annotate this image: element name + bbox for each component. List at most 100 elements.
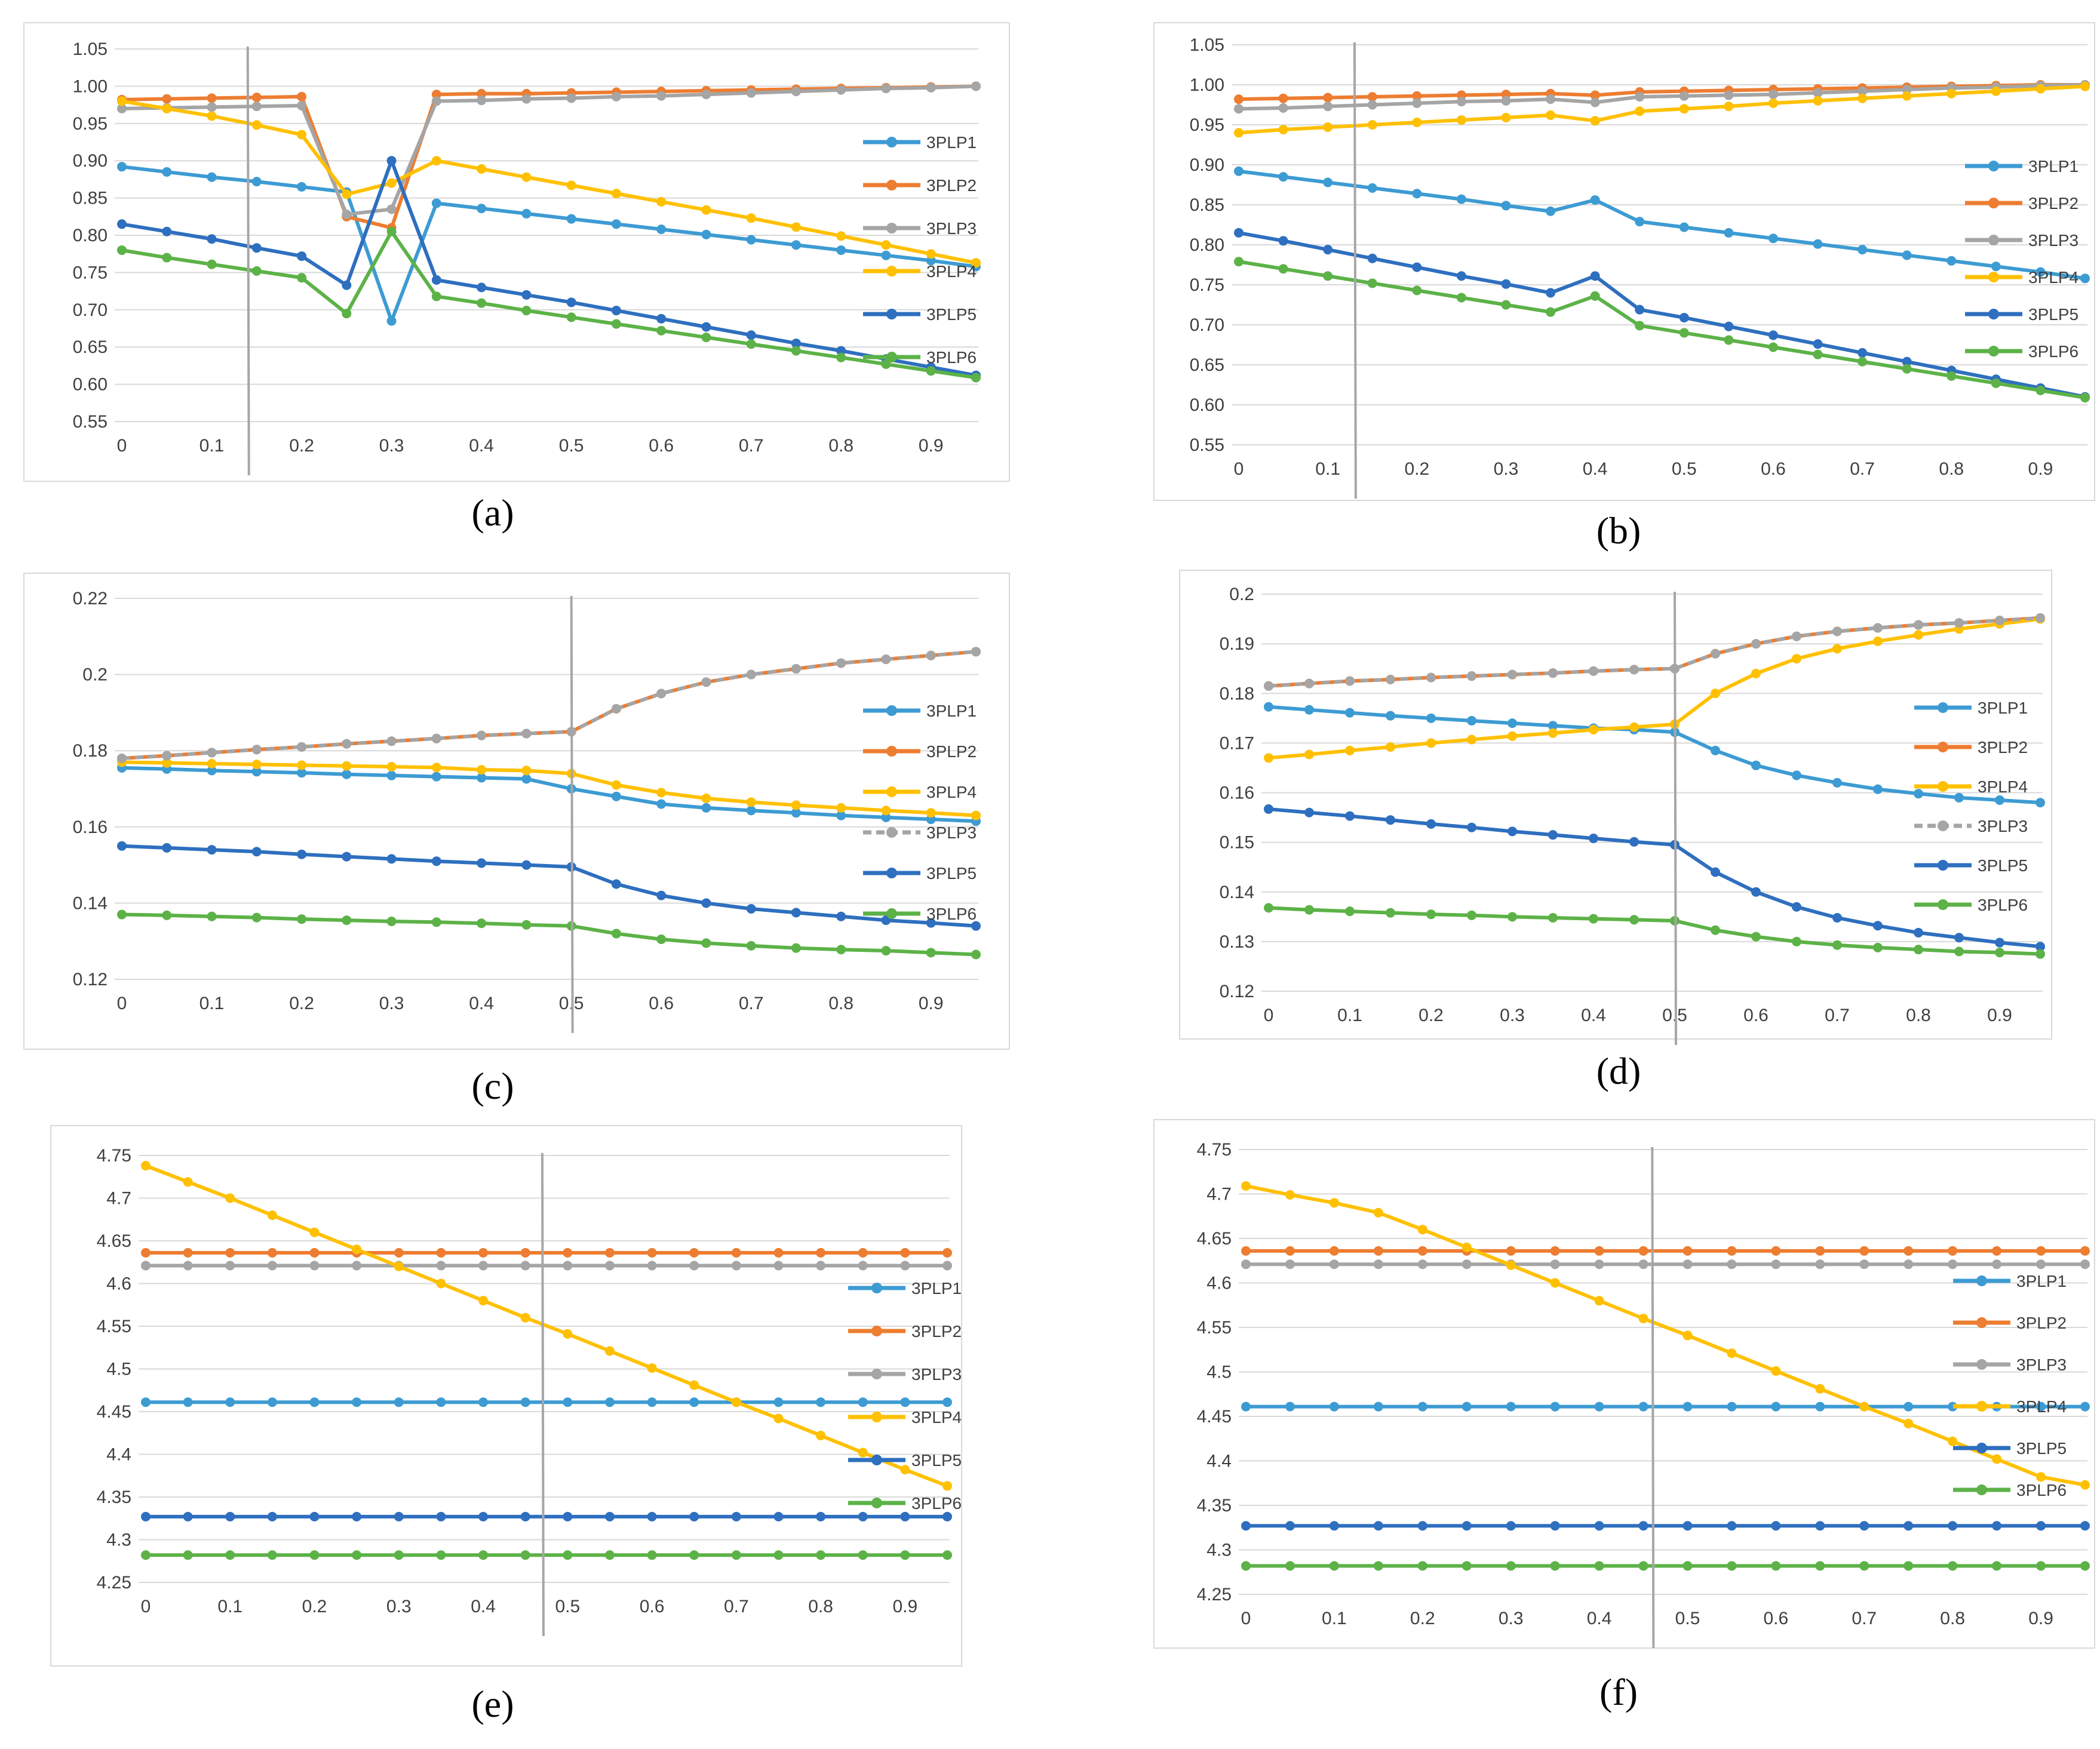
data-point xyxy=(1386,815,1395,825)
data-point xyxy=(478,1550,489,1560)
legend-label: 3PLP6 xyxy=(911,1494,962,1513)
legend-label: 3PLP6 xyxy=(926,905,977,923)
data-point xyxy=(521,920,532,930)
data-point xyxy=(520,1511,530,1521)
legend-label: 3PLP6 xyxy=(2028,342,2078,361)
data-point xyxy=(926,948,936,958)
data-point xyxy=(1948,1521,1958,1531)
x-tick-label: 0.3 xyxy=(1494,459,1519,479)
data-point xyxy=(297,768,307,778)
x-tick-label: 0.5 xyxy=(1672,459,1697,479)
data-point xyxy=(521,766,532,776)
data-point xyxy=(1345,676,1355,686)
data-point xyxy=(1546,110,1556,120)
data-point xyxy=(251,847,262,857)
data-point xyxy=(1992,1521,2002,1531)
data-point xyxy=(1412,98,1422,108)
x-tick-label: 0.9 xyxy=(919,436,944,456)
data-point xyxy=(1386,711,1395,721)
data-point xyxy=(1456,194,1466,204)
legend-label: 3PLP2 xyxy=(926,176,977,195)
data-point xyxy=(1590,291,1600,301)
data-point xyxy=(1386,908,1395,918)
data-point xyxy=(431,291,441,302)
data-point xyxy=(1903,1521,1914,1531)
legend-label: 3PLP5 xyxy=(926,864,977,883)
data-point xyxy=(1417,1521,1427,1531)
data-point xyxy=(297,273,307,283)
data-point xyxy=(1367,92,1377,102)
data-point xyxy=(746,339,756,349)
data-point xyxy=(1456,115,1466,125)
data-point xyxy=(1285,1259,1295,1270)
data-point xyxy=(1724,228,1734,238)
data-point xyxy=(1727,1259,1737,1270)
data-point xyxy=(900,1397,910,1407)
data-point xyxy=(207,172,217,182)
data-point xyxy=(478,1248,489,1258)
x-tick-label: 0.1 xyxy=(1322,1609,1347,1628)
data-point xyxy=(926,256,936,266)
data-point xyxy=(1902,364,1912,374)
data-point xyxy=(1278,172,1288,182)
chart-panel-e: 4.25 4.3 4.35 4.4 4.45 4.5 4.55 4.6 4.65 4.7 4.75 0… xyxy=(50,1125,962,1725)
data-point xyxy=(942,1397,952,1407)
legend-marker xyxy=(1988,161,1999,171)
data-point xyxy=(2035,949,2045,959)
x-tick-label: 0.9 xyxy=(1987,1006,2012,1025)
data-point xyxy=(791,240,801,250)
data-point xyxy=(477,204,487,214)
x-tick-label: 0 xyxy=(141,1597,151,1616)
data-point xyxy=(611,219,621,229)
legend-label: 3PLP1 xyxy=(1978,699,2028,717)
series-line-3plp5 xyxy=(1268,807,2041,949)
data-point xyxy=(731,1397,741,1407)
data-point xyxy=(1724,90,1734,100)
data-point xyxy=(701,898,711,908)
data-point xyxy=(2035,267,2046,277)
data-point xyxy=(521,774,532,784)
data-point xyxy=(701,803,711,813)
data-point xyxy=(900,1550,910,1560)
data-point xyxy=(436,1550,446,1560)
data-point xyxy=(207,259,217,269)
data-point xyxy=(881,240,891,250)
data-point xyxy=(1329,1401,1339,1412)
data-point xyxy=(183,1511,193,1521)
x-tick-label: 0.7 xyxy=(724,1597,749,1616)
data-point xyxy=(881,806,891,816)
data-point xyxy=(1241,1181,1251,1191)
data-point xyxy=(394,1550,404,1560)
data-point xyxy=(436,1261,446,1271)
data-point xyxy=(971,258,981,268)
legend-label: 3PLP3 xyxy=(926,219,977,238)
x-tick-label: 0.4 xyxy=(1587,1609,1612,1628)
data-point xyxy=(1589,914,1598,924)
data-point xyxy=(926,249,936,259)
x-tick-label: 0 xyxy=(1234,459,1244,479)
data-point xyxy=(1751,932,1761,942)
data-point xyxy=(162,94,172,104)
data-point xyxy=(881,359,891,369)
y-tick-label: 4.75 xyxy=(1197,1140,1232,1160)
data-point xyxy=(746,940,756,951)
data-point xyxy=(477,773,487,783)
data-point xyxy=(267,1397,277,1407)
data-point xyxy=(1751,639,1761,649)
data-point xyxy=(1329,1561,1339,1571)
data-point xyxy=(477,164,487,174)
series-line-3plp3 xyxy=(1238,83,2086,111)
legend-marker xyxy=(886,137,897,147)
data-point xyxy=(1815,1521,1825,1531)
x-tick-label: 0.1 xyxy=(217,1597,242,1616)
data-point xyxy=(701,938,711,948)
data-point xyxy=(1323,93,1333,103)
legend-label: 3PLP4 xyxy=(2028,268,2078,287)
data-point xyxy=(1412,262,1422,272)
data-point xyxy=(1995,616,2004,626)
chart-panel-a: 0.550.600.650.700.750.800.850.900.951.00… xyxy=(23,22,1010,534)
data-point xyxy=(971,810,981,820)
data-point xyxy=(1329,1198,1339,1208)
data-point xyxy=(207,748,217,758)
data-point xyxy=(1506,1521,1516,1531)
